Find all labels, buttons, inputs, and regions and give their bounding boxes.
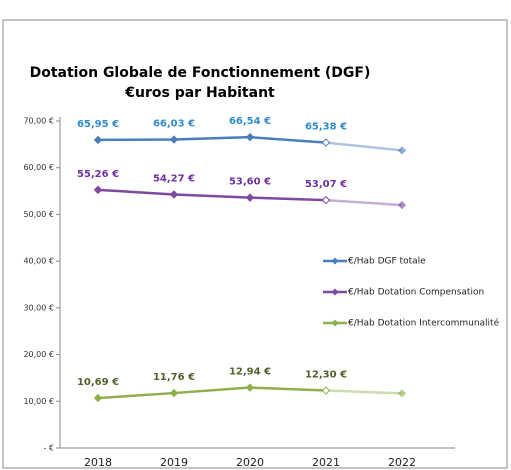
legend-marker (331, 257, 339, 265)
data-label: 12,30 € (305, 370, 347, 381)
legend-marker (331, 288, 339, 296)
point (397, 389, 407, 398)
data-label: 55,26 € (77, 169, 119, 180)
data-label: 54,27 € (153, 173, 195, 184)
point (245, 132, 255, 142)
x-tick-label: 2022 (388, 456, 416, 469)
x-tick-label: 2019 (160, 456, 188, 469)
chart-border (2, 19, 508, 469)
x-tick-label: 2021 (312, 456, 340, 469)
chart-subtitle: €uros par Habitant (124, 85, 275, 101)
point (321, 138, 331, 147)
point (397, 146, 407, 155)
point (397, 200, 407, 210)
legend-label: €/Hab Dotation Intercommunalité (348, 318, 500, 329)
point (93, 135, 103, 145)
y-tick-label: 40,00 € (23, 257, 54, 266)
data-label: 53,60 € (229, 177, 271, 188)
point (245, 383, 255, 392)
point (321, 195, 331, 205)
data-label: 11,76 € (153, 372, 195, 383)
data-label: 65,95 € (77, 119, 119, 130)
legend-label: €/Hab Dotation Compensation (348, 288, 484, 298)
point (245, 193, 255, 202)
data-label: 65,38 € (305, 122, 347, 133)
point (169, 388, 179, 398)
x-tick-label: 2020 (236, 456, 264, 469)
point (93, 393, 103, 403)
data-label: 66,03 € (153, 119, 195, 130)
y-tick-label: 50,00 € (23, 210, 54, 219)
data-label: 53,07 € (305, 179, 347, 190)
data-label: 10,69 € (77, 377, 119, 388)
point (169, 135, 179, 144)
point (169, 190, 179, 199)
data-label: 12,94 € (229, 367, 271, 378)
legend-marker (331, 319, 339, 327)
y-tick-label: 70,00 € (23, 117, 54, 126)
x-tick-label: 2018 (84, 456, 112, 469)
y-tick-label: 10,00 € (23, 397, 54, 406)
y-tick-label: - € (43, 444, 54, 453)
legend-label: €/Hab DGF totale (348, 257, 426, 267)
point (93, 185, 103, 195)
y-tick-label: 60,00 € (23, 163, 54, 172)
data-label: 66,54 € (229, 116, 271, 127)
point (321, 386, 331, 395)
y-tick-label: 30,00 € (23, 303, 54, 312)
chart-title: Dotation Globale de Fonctionnement (DGF) (30, 65, 371, 81)
y-tick-label: 20,00 € (23, 350, 54, 359)
